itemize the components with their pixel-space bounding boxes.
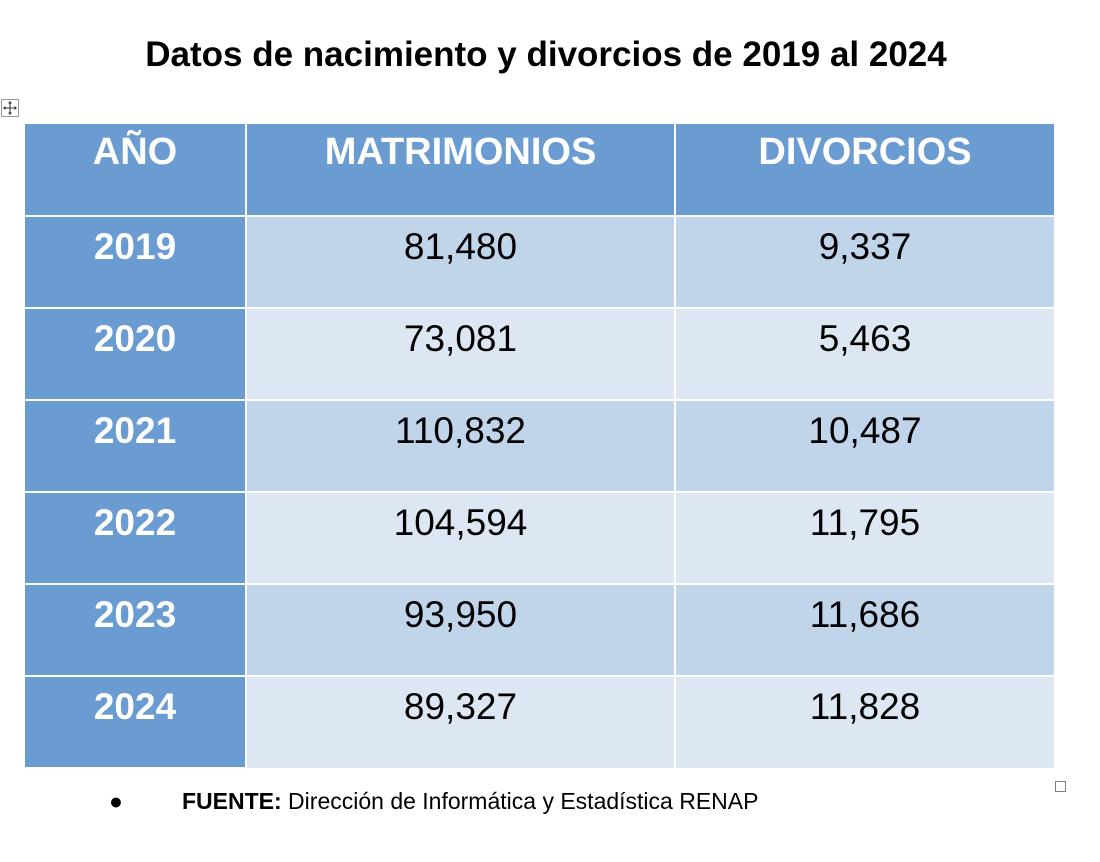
row-year: 2020 [25, 307, 247, 401]
row-matrimonios: 110,832 [245, 399, 676, 493]
table-resize-handle-icon[interactable] [1055, 781, 1066, 792]
header-divorcios: DIVORCIOS [674, 124, 1054, 217]
document-title: Datos de nacimiento y divorcios de 2019 … [145, 35, 947, 74]
table-row: 2021 110,832 10,487 [25, 399, 1054, 493]
row-matrimonios: 93,950 [245, 583, 676, 677]
births-divorces-table: AÑO MATRIMONIOS DIVORCIOS 2019 81,480 9,… [25, 124, 1054, 769]
table-header-row: AÑO MATRIMONIOS DIVORCIOS [25, 124, 1054, 217]
row-divorcios: 11,795 [674, 491, 1054, 585]
row-divorcios: 10,487 [674, 399, 1054, 493]
source-label: FUENTE: [182, 788, 282, 814]
source-note: ● FUENTE: Dirección de Informática y Esta… [109, 786, 758, 816]
row-year: 2023 [25, 583, 247, 677]
header-matrimonios: MATRIMONIOS [245, 124, 676, 217]
row-matrimonios: 73,081 [245, 307, 676, 401]
row-matrimonios: 89,327 [245, 675, 676, 768]
row-matrimonios: 81,480 [245, 215, 676, 309]
bullet-icon: ● [109, 788, 123, 814]
header-year: AÑO [25, 124, 247, 217]
move-arrows-icon [3, 101, 17, 115]
table-move-handle-icon[interactable] [1, 99, 19, 117]
row-divorcios: 9,337 [674, 215, 1054, 309]
table-row: 2024 89,327 11,828 [25, 675, 1054, 769]
row-year: 2024 [25, 675, 247, 769]
row-year: 2019 [25, 216, 247, 309]
row-year: 2022 [25, 491, 247, 585]
table-row: 2022 104,594 11,795 [25, 491, 1054, 585]
table-row: 2019 81,480 9,337 [25, 215, 1054, 309]
row-divorcios: 11,686 [674, 583, 1054, 677]
table-row: 2023 93,950 11,686 [25, 583, 1054, 677]
row-year: 2021 [25, 399, 247, 493]
table-row: 2020 73,081 5,463 [25, 307, 1054, 401]
row-divorcios: 5,463 [674, 307, 1054, 401]
row-divorcios: 11,828 [674, 675, 1054, 768]
row-matrimonios: 104,594 [245, 491, 676, 585]
source-text: Dirección de Informática y Estadística R… [281, 788, 759, 814]
